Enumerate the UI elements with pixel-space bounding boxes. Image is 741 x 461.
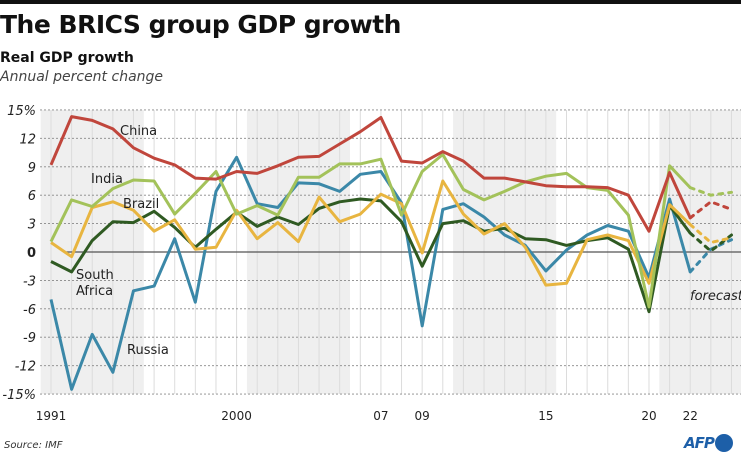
x-tick-label: 22 [683, 409, 698, 423]
series-label-russia: Russia [127, 343, 169, 358]
y-tick-label: -6 [23, 303, 36, 318]
series-line-russia [49, 155, 692, 391]
y-tick-label: 9 [28, 161, 36, 176]
source-note: Source: IMF [4, 440, 63, 451]
top-rule [0, 0, 741, 4]
afp-logo-dot-icon [714, 434, 733, 452]
forecast-line-russia [688, 238, 733, 274]
y-tick-label: -15% [2, 388, 36, 403]
chart-units: Annual percent change [0, 69, 164, 85]
x-tick-label: 09 [415, 409, 430, 423]
y-tick-label: -9 [23, 331, 36, 346]
series-label-china: China [120, 124, 157, 139]
afp-logo-text: AFP [684, 434, 715, 452]
chart-title: The BRICS group GDP growth [0, 10, 401, 39]
series-label-south-africa: South [76, 268, 114, 283]
y-tick-label: 12 [19, 132, 36, 147]
y-tick-label: 0 [27, 246, 36, 261]
x-tick-label: 2000 [221, 409, 252, 423]
series-label-south-africa: Africa [76, 284, 113, 299]
y-tick-label: -12 [15, 360, 36, 375]
series-lines [49, 115, 733, 391]
y-tick-label: 3 [28, 218, 36, 233]
series-line-china [49, 115, 692, 233]
series-line-south-africa [50, 197, 692, 314]
x-tick-label: 20 [641, 409, 656, 423]
y-tick-label: 6 [28, 189, 36, 204]
x-tick-label: 07 [373, 409, 388, 423]
y-axis-tick-labels: 15% 12 9 6 3 0 -3 -6 -9 -12 -15% [2, 104, 36, 403]
forecast-line-china [688, 200, 733, 220]
y-tick-label: -3 [23, 274, 36, 289]
series-label-brazil: Brazil [123, 197, 159, 212]
chart-subtitle: Real GDP growth [0, 50, 134, 66]
series-line-brazil [50, 179, 692, 287]
y-tick-label: 15% [7, 104, 36, 119]
x-axis-tick-labels: 1991 2000 07 09 15 20 22 [36, 409, 698, 423]
forecast-line-india [688, 186, 733, 197]
series-label-india: India [91, 172, 123, 187]
forecast-line-brazil [688, 223, 733, 245]
forecast-label: forecast [690, 289, 741, 304]
x-tick-label: 15 [538, 409, 553, 423]
afp-logo: AFP [684, 432, 733, 454]
x-tick-label: 1991 [36, 409, 67, 423]
